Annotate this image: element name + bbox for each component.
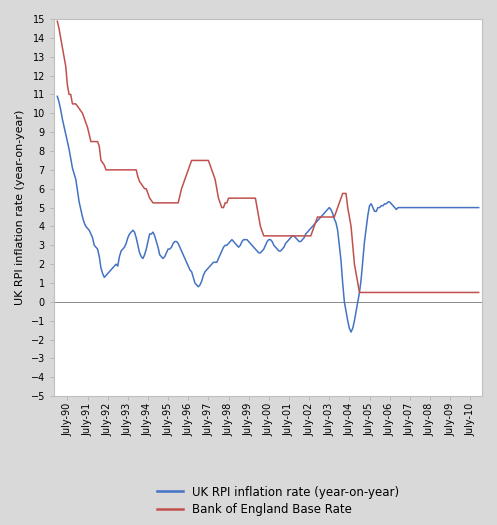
Legend: UK RPI inflation rate (year-on-year), Bank of England Base Rate: UK RPI inflation rate (year-on-year), Ba… (157, 486, 400, 517)
Y-axis label: UK RPI inflation rate (year-on-year): UK RPI inflation rate (year-on-year) (15, 110, 25, 305)
